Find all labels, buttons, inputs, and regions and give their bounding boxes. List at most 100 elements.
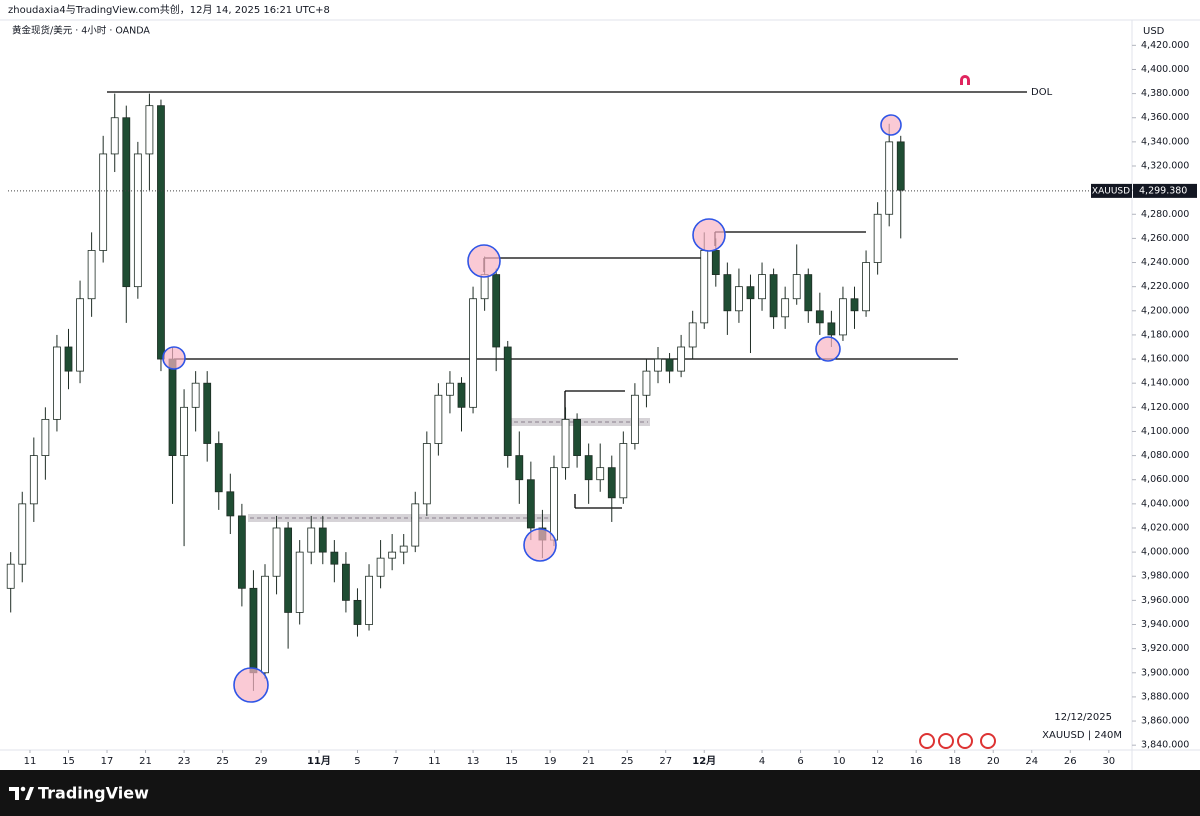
candle-body (342, 563, 350, 601)
candle-body (804, 274, 813, 312)
candle-body (29, 455, 38, 505)
x-tick-label: 26 (1064, 756, 1077, 767)
highlight-circle (467, 244, 501, 278)
y-tick-label: 4,080.000 (1141, 450, 1189, 461)
y-tick-label: 4,020.000 (1141, 522, 1189, 533)
candle-body (746, 286, 755, 300)
candle-body (526, 479, 535, 529)
candle-body (839, 298, 847, 336)
y-tick-label: 4,320.000 (1141, 161, 1189, 172)
x-tick-label: 17 (101, 756, 114, 767)
x-tick-label: 11月 (307, 755, 331, 767)
candle-body (295, 551, 304, 613)
event-icon[interactable] (957, 733, 973, 749)
symbol-title: 黄金现货/美元 · 4小时 · OANDA (12, 25, 150, 37)
y-tick-label: 4,060.000 (1141, 474, 1189, 485)
symbol-tag: XAUUSD (1092, 186, 1130, 196)
y-tick-label: 4,220.000 (1141, 281, 1189, 292)
candle-body (76, 298, 84, 372)
candle-body (561, 418, 570, 469)
x-tick-label: 11 (24, 756, 37, 767)
candle-body (665, 358, 674, 372)
candle-body (307, 527, 316, 553)
x-tick-label: 15 (62, 756, 75, 767)
highlight-circle (880, 114, 902, 136)
candle-body (226, 491, 235, 517)
candle-body (249, 587, 258, 674)
x-tick-label: 27 (659, 756, 672, 767)
x-tick-label: 30 (1102, 756, 1115, 767)
highlight-circle (233, 667, 269, 703)
y-tick-label: 4,180.000 (1141, 329, 1189, 340)
y-tick-label: 3,980.000 (1141, 571, 1189, 582)
candle-body (596, 467, 605, 481)
candle-body (284, 527, 293, 613)
x-tick-label: 24 (1025, 756, 1038, 767)
price-tag-bg (1133, 183, 1197, 198)
y-tick-label: 3,920.000 (1141, 643, 1189, 654)
x-tick-label: 13 (467, 756, 480, 767)
highlight-circle (162, 346, 186, 370)
candle-body (815, 310, 824, 324)
x-tick-label: 25 (621, 756, 634, 767)
candle-body (619, 443, 628, 499)
candle-body (18, 503, 27, 565)
y-tick-label: 4,000.000 (1141, 547, 1189, 558)
chart-background (0, 0, 1200, 770)
candle-body (203, 382, 212, 444)
date-stamp: 12/12/2025 (1054, 712, 1112, 723)
candle-body (469, 298, 477, 408)
candle-body (515, 455, 524, 481)
candle-body (168, 358, 177, 456)
x-tick-label: 29 (255, 756, 268, 767)
x-tick-label: 23 (178, 756, 191, 767)
candle-body (735, 286, 743, 312)
y-tick-label: 4,360.000 (1141, 112, 1189, 123)
highlight-circles (162, 114, 902, 703)
event-icon[interactable] (938, 733, 954, 749)
candle-body (237, 515, 246, 589)
x-tick-label: 7 (393, 756, 399, 767)
footer (0, 770, 1200, 816)
candle-body (873, 213, 882, 263)
y-tick-label: 4,380.000 (1141, 88, 1189, 99)
candle-body (145, 105, 154, 155)
highlight-circle (815, 336, 841, 362)
candle-body (758, 274, 766, 300)
y-tick-label: 4,100.000 (1141, 426, 1189, 437)
y-tick-label: 4,340.000 (1141, 136, 1189, 147)
x-tick-label: 19 (544, 756, 557, 767)
candle-body (654, 358, 662, 372)
candle-body (157, 105, 165, 360)
candles (6, 93, 905, 691)
candle-body (492, 274, 501, 348)
x-tick-label: 12 (871, 756, 884, 767)
header-text: zhoudaxia4与TradingView.com共创，12月 14, 202… (8, 3, 330, 16)
event-icon[interactable] (980, 733, 996, 749)
candle-body (642, 370, 651, 396)
symbol-tag-bg (1091, 183, 1132, 198)
x-tick-label: 15 (505, 756, 518, 767)
event-icon[interactable] (919, 733, 935, 749)
x-tick-label: 16 (910, 756, 923, 767)
y-tick-label: 4,160.000 (1141, 354, 1189, 365)
candle-body (700, 250, 709, 324)
x-tick-label: 11 (428, 756, 441, 767)
candle-body (376, 557, 385, 577)
candle-body (330, 551, 339, 565)
candle-body (53, 346, 61, 420)
y-tick-label: 4,140.000 (1141, 378, 1189, 389)
candle-body (688, 322, 697, 348)
x-tick-label: 20 (987, 756, 1000, 767)
y-tick-label: 3,840.000 (1141, 740, 1189, 751)
y-tick-label: 4,260.000 (1141, 233, 1189, 244)
candle-body (122, 117, 131, 288)
candle-body (353, 599, 362, 625)
candle-body (630, 394, 639, 444)
y-tick-label: 4,040.000 (1141, 498, 1189, 509)
x-tick-label: 12月 (692, 755, 716, 767)
candle-body (399, 545, 408, 553)
x-tick-label: 18 (948, 756, 961, 767)
x-tick-label: 21 (139, 756, 152, 767)
